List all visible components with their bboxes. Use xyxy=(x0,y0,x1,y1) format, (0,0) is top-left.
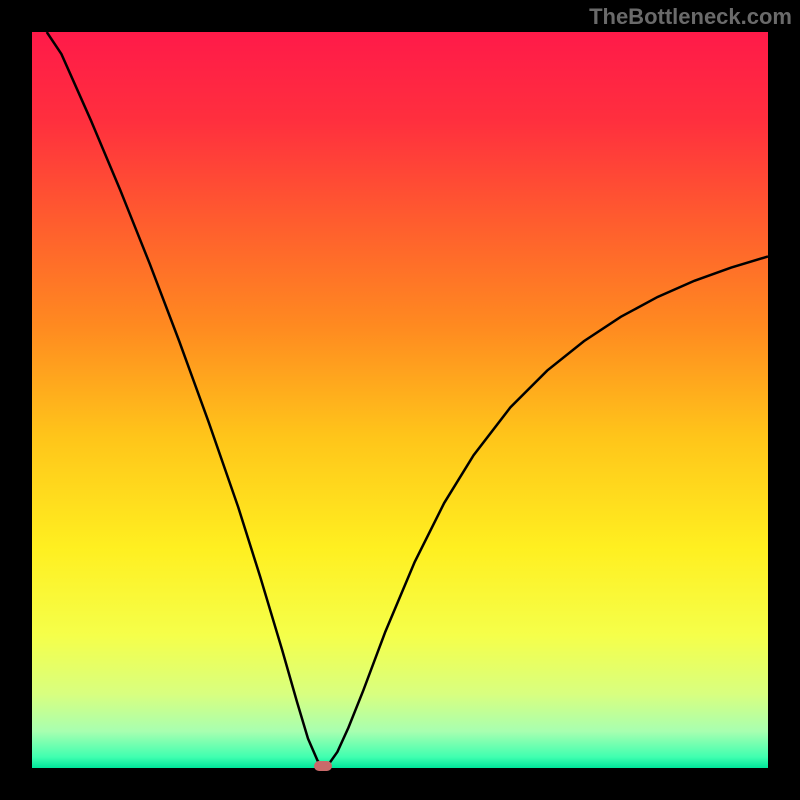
bottleneck-curve xyxy=(32,32,768,768)
plot-area xyxy=(32,32,768,768)
minimum-marker xyxy=(314,761,332,771)
watermark-text: TheBottleneck.com xyxy=(589,4,792,30)
chart-container: TheBottleneck.com xyxy=(0,0,800,800)
